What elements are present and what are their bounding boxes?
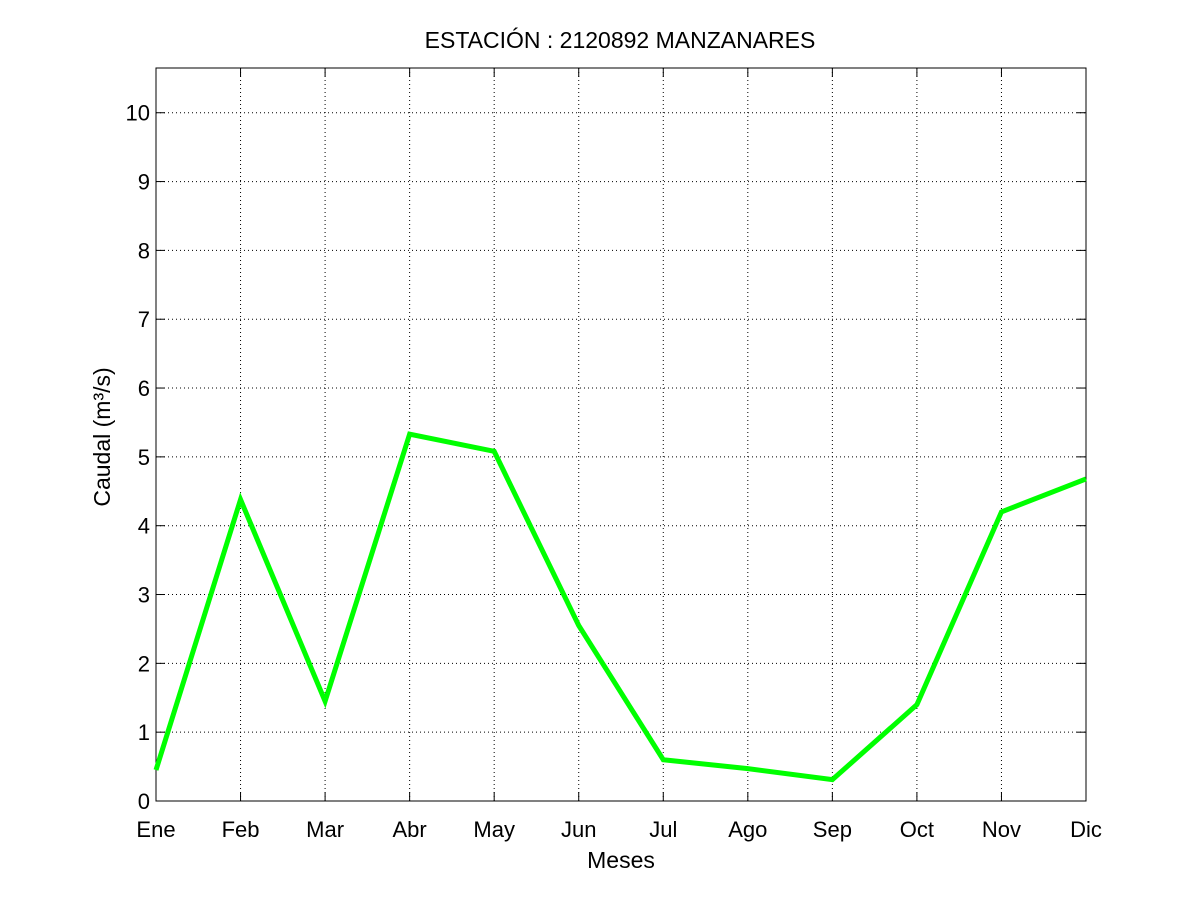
x-tick-label: Mar bbox=[306, 817, 344, 842]
y-tick-label: 2 bbox=[138, 651, 150, 676]
y-tick-label: 0 bbox=[138, 789, 150, 814]
x-tick-label: May bbox=[473, 817, 515, 842]
x-tick-label: Ene bbox=[136, 817, 175, 842]
x-tick-label: Sep bbox=[813, 817, 852, 842]
y-tick-label: 8 bbox=[138, 238, 150, 263]
grid bbox=[156, 68, 1086, 801]
y-tick-label: 6 bbox=[138, 376, 150, 401]
y-tick-label: 1 bbox=[138, 720, 150, 745]
axis-ticks bbox=[155, 68, 1087, 802]
x-tick-label: Dic bbox=[1070, 817, 1102, 842]
x-tick-label: Feb bbox=[222, 817, 260, 842]
x-tick-label: Nov bbox=[982, 817, 1021, 842]
series bbox=[153, 431, 1087, 783]
x-axis-title: Meses bbox=[587, 847, 655, 873]
y-tick-labels: 0 1 2 3 4 5 6 7 8 9 10 bbox=[126, 101, 150, 814]
x-tick-label: Oct bbox=[900, 817, 934, 842]
y-tick-label: 4 bbox=[138, 514, 150, 539]
y-tick-label: 5 bbox=[138, 445, 150, 470]
y-tick-label: 7 bbox=[138, 307, 150, 332]
x-tick-label: Jul bbox=[649, 817, 677, 842]
x-tick-label: Abr bbox=[393, 817, 427, 842]
y-tick-label: 3 bbox=[138, 583, 150, 608]
series-line bbox=[153, 431, 1087, 783]
plot-frame bbox=[155, 67, 1087, 802]
y-axis-title: Caudal (m³/s) bbox=[89, 367, 115, 506]
chart-title: ESTACIÓN : 2120892 MANZANARES bbox=[425, 27, 816, 53]
x-tick-labels: Ene Feb Mar Abr May Jun Jul Ago Sep Oct Nov Dic bbox=[136, 817, 1101, 842]
y-tick-label: 10 bbox=[126, 101, 150, 126]
y-tick-label: 9 bbox=[138, 170, 150, 195]
x-tick-label: Ago bbox=[728, 817, 767, 842]
x-tick-label: Jun bbox=[561, 817, 596, 842]
